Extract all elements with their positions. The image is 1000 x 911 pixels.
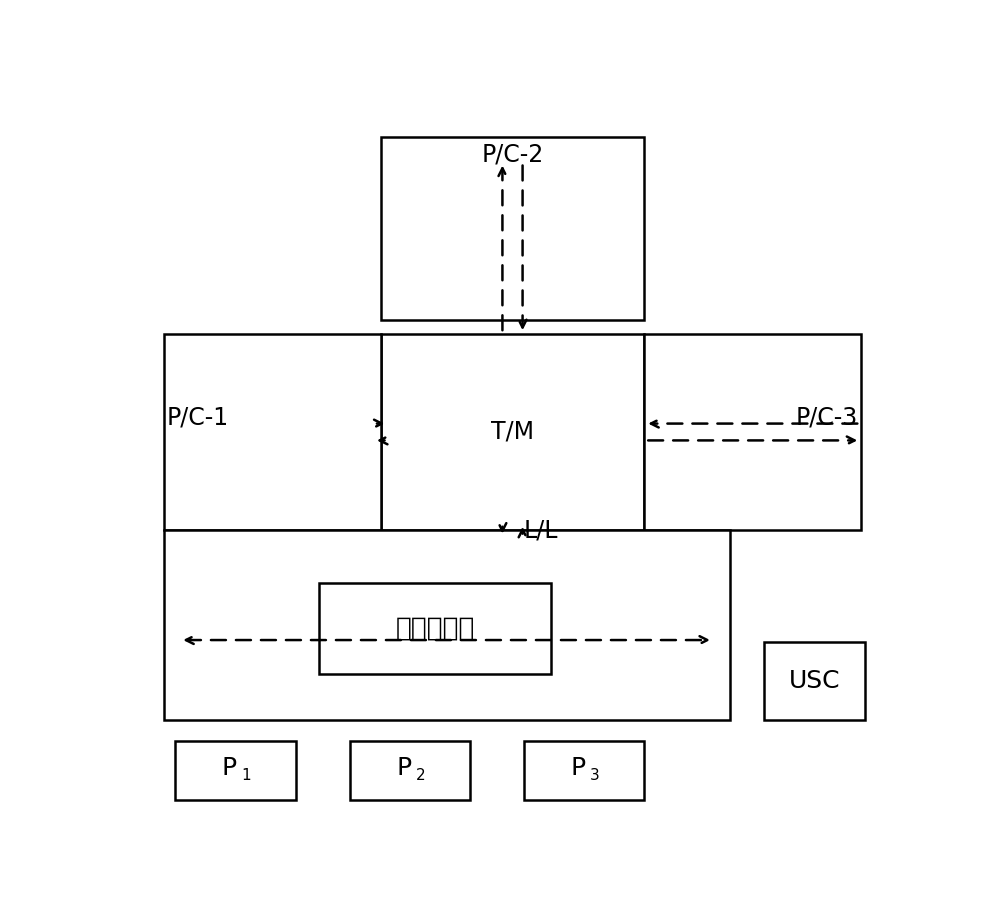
Bar (175, 741, 296, 800)
Bar (524, 741, 644, 800)
Text: 1: 1 (241, 768, 251, 783)
Text: P: P (222, 756, 237, 781)
Text: 2: 2 (416, 768, 425, 783)
Text: P: P (396, 756, 411, 781)
Bar (164, 333, 381, 530)
Bar (350, 741, 470, 800)
Text: T/M: T/M (491, 420, 534, 444)
Text: 大气机械手: 大气机械手 (395, 616, 475, 641)
Text: P: P (570, 756, 586, 781)
Bar (381, 138, 644, 320)
Bar (164, 530, 730, 720)
Text: 3: 3 (590, 768, 600, 783)
Bar (381, 333, 644, 530)
Bar (764, 642, 865, 720)
Bar (644, 333, 861, 530)
Text: P/C-3: P/C-3 (796, 406, 858, 430)
Text: USC: USC (789, 669, 840, 693)
Text: L/L: L/L (524, 518, 559, 542)
Bar (319, 583, 551, 674)
Text: P/C-2: P/C-2 (481, 143, 544, 167)
Text: P/C-1: P/C-1 (167, 406, 229, 430)
